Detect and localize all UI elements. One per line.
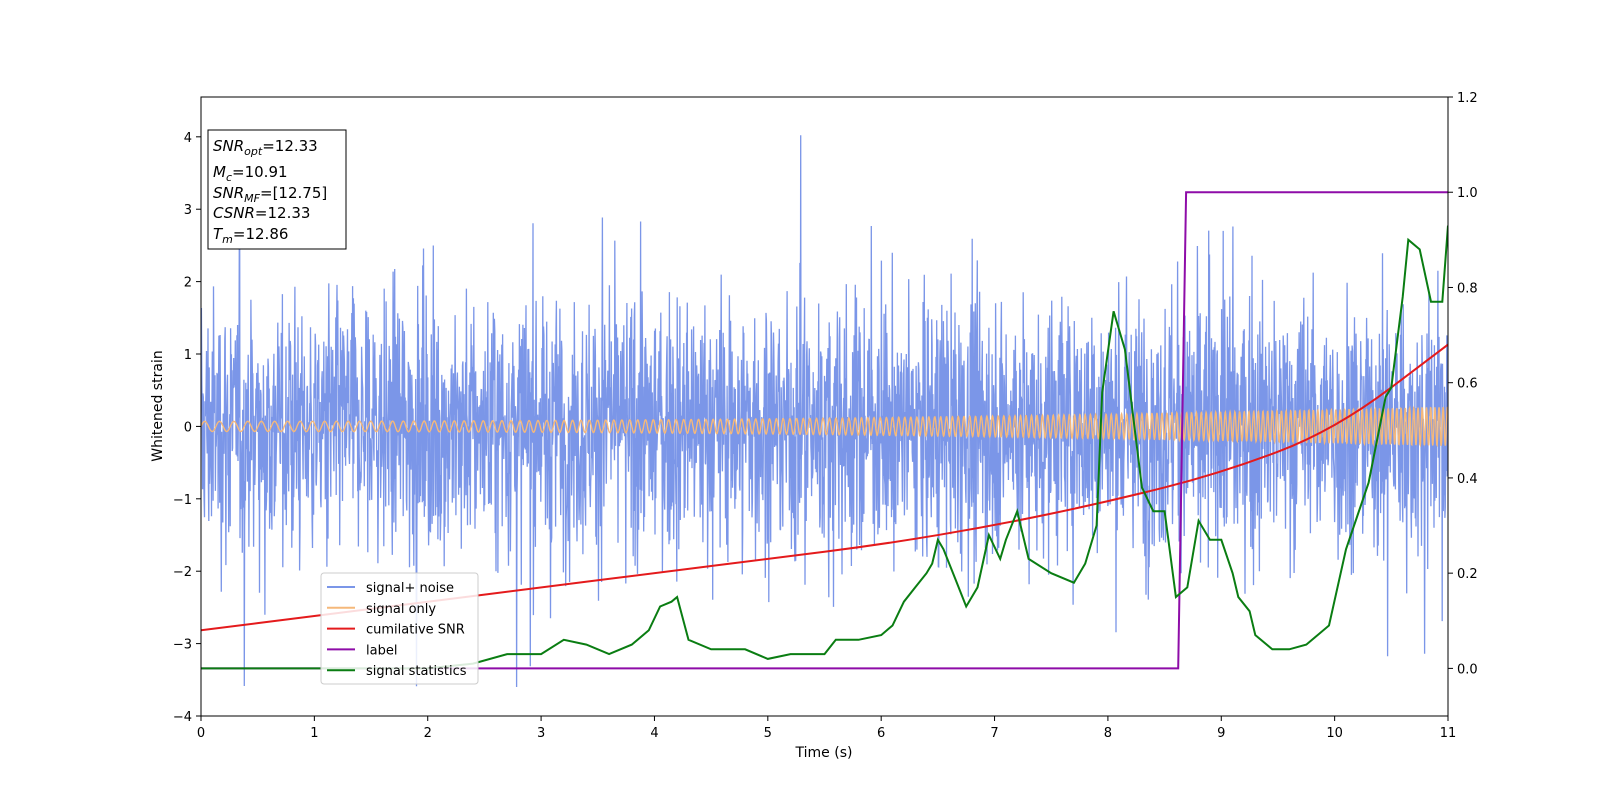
x-tick-label: 11 xyxy=(1440,726,1457,741)
info-box-lines: SNRopt=12.33 Mc=10.91SNRMF=[12.75]CSNR=12… xyxy=(213,137,327,246)
y-tick-label-left: −4 xyxy=(173,710,192,725)
x-tick-label: 4 xyxy=(650,726,658,741)
x-tick-label: 8 xyxy=(1104,726,1112,741)
info-box-line: Tm=12.86 xyxy=(213,225,288,246)
y-tick-label-left: −3 xyxy=(173,638,192,653)
y-tick-label-right: 1.0 xyxy=(1457,186,1478,201)
y-tick-label-right: 0.0 xyxy=(1457,662,1478,677)
x-tick-label: 9 xyxy=(1217,726,1225,741)
x-tick-label: 5 xyxy=(764,726,772,741)
x-tick-label: 0 xyxy=(197,726,205,741)
y-tick-label-right: 0.8 xyxy=(1457,281,1478,296)
series-line-label xyxy=(201,191,1448,670)
info-box-line: SNRopt=12.33 xyxy=(213,137,318,158)
series-line-signal-statistics xyxy=(201,225,1448,670)
y-axis-label: Whitened strain xyxy=(150,350,166,461)
x-axis-label: Time (s) xyxy=(795,745,853,761)
x-tick-label: 2 xyxy=(424,726,432,741)
info-box-line: CSNR=12.33 xyxy=(213,204,310,222)
y-tick-label-left: 3 xyxy=(184,203,192,218)
x-tick-label: 3 xyxy=(537,726,545,741)
plot-frame xyxy=(200,96,1449,717)
legend-label: label xyxy=(366,643,397,658)
y-tick-label-right: 0.6 xyxy=(1457,377,1478,392)
axes: 0 1 2 3 4 5 6 7 8 9 10 11 −4 −3 −2 −1 0 1 2 3 4 0.0 0.2 0.4 0.6 0… xyxy=(173,91,1478,741)
y-tick-label-right: 1.2 xyxy=(1457,91,1478,106)
x-tick-label: 6 xyxy=(877,726,885,741)
y-tick-label-right: 0.2 xyxy=(1457,567,1478,582)
legend-label: cumilative SNR xyxy=(366,623,465,638)
x-tick-label: 7 xyxy=(990,726,998,741)
y-tick-label-left: 1 xyxy=(184,348,192,363)
legend-label: signal+ noise xyxy=(366,581,454,596)
info-box-line: Mc=10.91 xyxy=(213,163,288,184)
y-tick-label-left: 0 xyxy=(184,420,192,435)
series-line-signal-only xyxy=(201,405,1448,448)
y-tick-label-left: 2 xyxy=(184,276,192,291)
y-tick-label-left: 4 xyxy=(184,131,192,146)
x-tick-label: 10 xyxy=(1326,726,1343,741)
info-box-line: SNRMF=[12.75] xyxy=(213,184,327,205)
legend-items: signal+ noise signal only cumilative SNR la… xyxy=(327,581,467,679)
info-box: SNRopt=12.33 Mc=10.91SNRMF=[12.75]CSNR=12… xyxy=(207,129,347,250)
y-tick-label-left: −1 xyxy=(173,493,192,508)
y-tick-label-right: 0.4 xyxy=(1457,472,1478,487)
x-tick-label: 1 xyxy=(310,726,318,741)
y-tick-label-left: −2 xyxy=(173,565,192,580)
legend-label: signal statistics xyxy=(366,664,467,679)
legend-label: signal only xyxy=(366,602,436,617)
legend: signal+ noise signal only cumilative SNR la… xyxy=(320,572,479,685)
